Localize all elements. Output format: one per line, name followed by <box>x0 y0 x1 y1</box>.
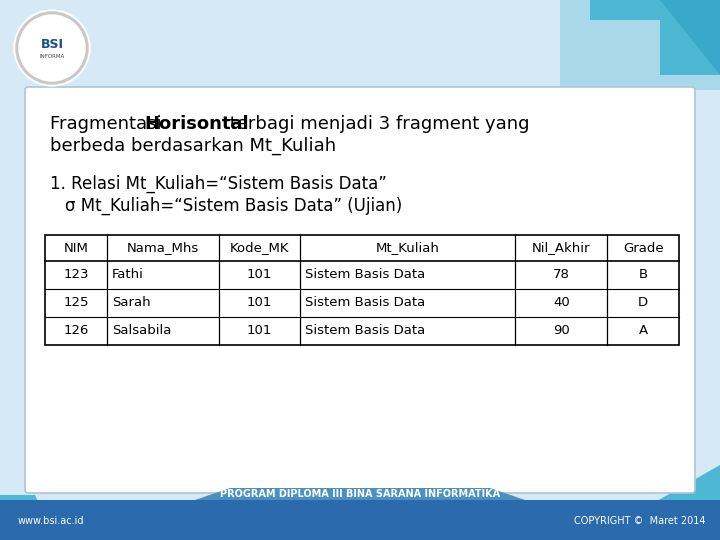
Polygon shape <box>0 0 110 100</box>
Text: 126: 126 <box>63 325 89 338</box>
Text: COPYRIGHT ©  Maret 2014: COPYRIGHT © Maret 2014 <box>574 516 705 526</box>
Text: berbeda berdasarkan Mt_Kuliah: berbeda berdasarkan Mt_Kuliah <box>50 137 336 156</box>
Text: Sistem Basis Data: Sistem Basis Data <box>305 325 426 338</box>
Polygon shape <box>0 495 55 540</box>
Text: Nama_Mhs: Nama_Mhs <box>127 241 199 254</box>
Text: 125: 125 <box>63 296 89 309</box>
Text: Horisontal: Horisontal <box>144 115 248 133</box>
Text: Mt_Kuliah: Mt_Kuliah <box>376 241 440 254</box>
FancyBboxPatch shape <box>25 87 695 493</box>
Text: Salsabila: Salsabila <box>112 325 171 338</box>
Text: Sistem Basis Data: Sistem Basis Data <box>305 268 426 281</box>
Text: D: D <box>638 296 648 309</box>
Text: Grade: Grade <box>623 241 663 254</box>
Text: 90: 90 <box>553 325 570 338</box>
Polygon shape <box>590 0 720 75</box>
Text: 101: 101 <box>247 296 272 309</box>
Text: B: B <box>639 268 648 281</box>
Text: 101: 101 <box>247 268 272 281</box>
Text: 40: 40 <box>553 296 570 309</box>
Polygon shape <box>195 488 525 500</box>
Text: σ Mt_Kuliah=“Sistem Basis Data” (Ujian): σ Mt_Kuliah=“Sistem Basis Data” (Ujian) <box>65 197 402 215</box>
Text: NIM: NIM <box>63 241 89 254</box>
Bar <box>0 500 720 540</box>
Polygon shape <box>560 0 720 90</box>
Text: 78: 78 <box>553 268 570 281</box>
Circle shape <box>19 15 85 81</box>
Circle shape <box>14 10 90 86</box>
Text: Sarah: Sarah <box>112 296 150 309</box>
Text: Kode_MK: Kode_MK <box>230 241 289 254</box>
Text: BSI: BSI <box>40 38 63 51</box>
Text: Sistem Basis Data: Sistem Basis Data <box>305 296 426 309</box>
Circle shape <box>16 12 88 84</box>
Text: terbagi menjadi 3 fragment yang: terbagi menjadi 3 fragment yang <box>224 115 529 133</box>
Polygon shape <box>590 465 720 540</box>
Text: Nil_Akhir: Nil_Akhir <box>532 241 590 254</box>
Text: 101: 101 <box>247 325 272 338</box>
Text: 1. Relasi Mt_Kuliah=“Sistem Basis Data”: 1. Relasi Mt_Kuliah=“Sistem Basis Data” <box>50 175 387 193</box>
Text: 123: 123 <box>63 268 89 281</box>
Text: INFORMA: INFORMA <box>40 53 65 58</box>
Text: www.bsi.ac.id: www.bsi.ac.id <box>18 516 84 526</box>
Bar <box>45 235 679 345</box>
Text: Fathi: Fathi <box>112 268 144 281</box>
Text: PROGRAM DIPLOMA III BINA SARANA INFORMATIKA: PROGRAM DIPLOMA III BINA SARANA INFORMAT… <box>220 489 500 499</box>
Text: A: A <box>639 325 648 338</box>
Text: Fragmentasi: Fragmentasi <box>50 115 167 133</box>
Polygon shape <box>660 0 720 75</box>
